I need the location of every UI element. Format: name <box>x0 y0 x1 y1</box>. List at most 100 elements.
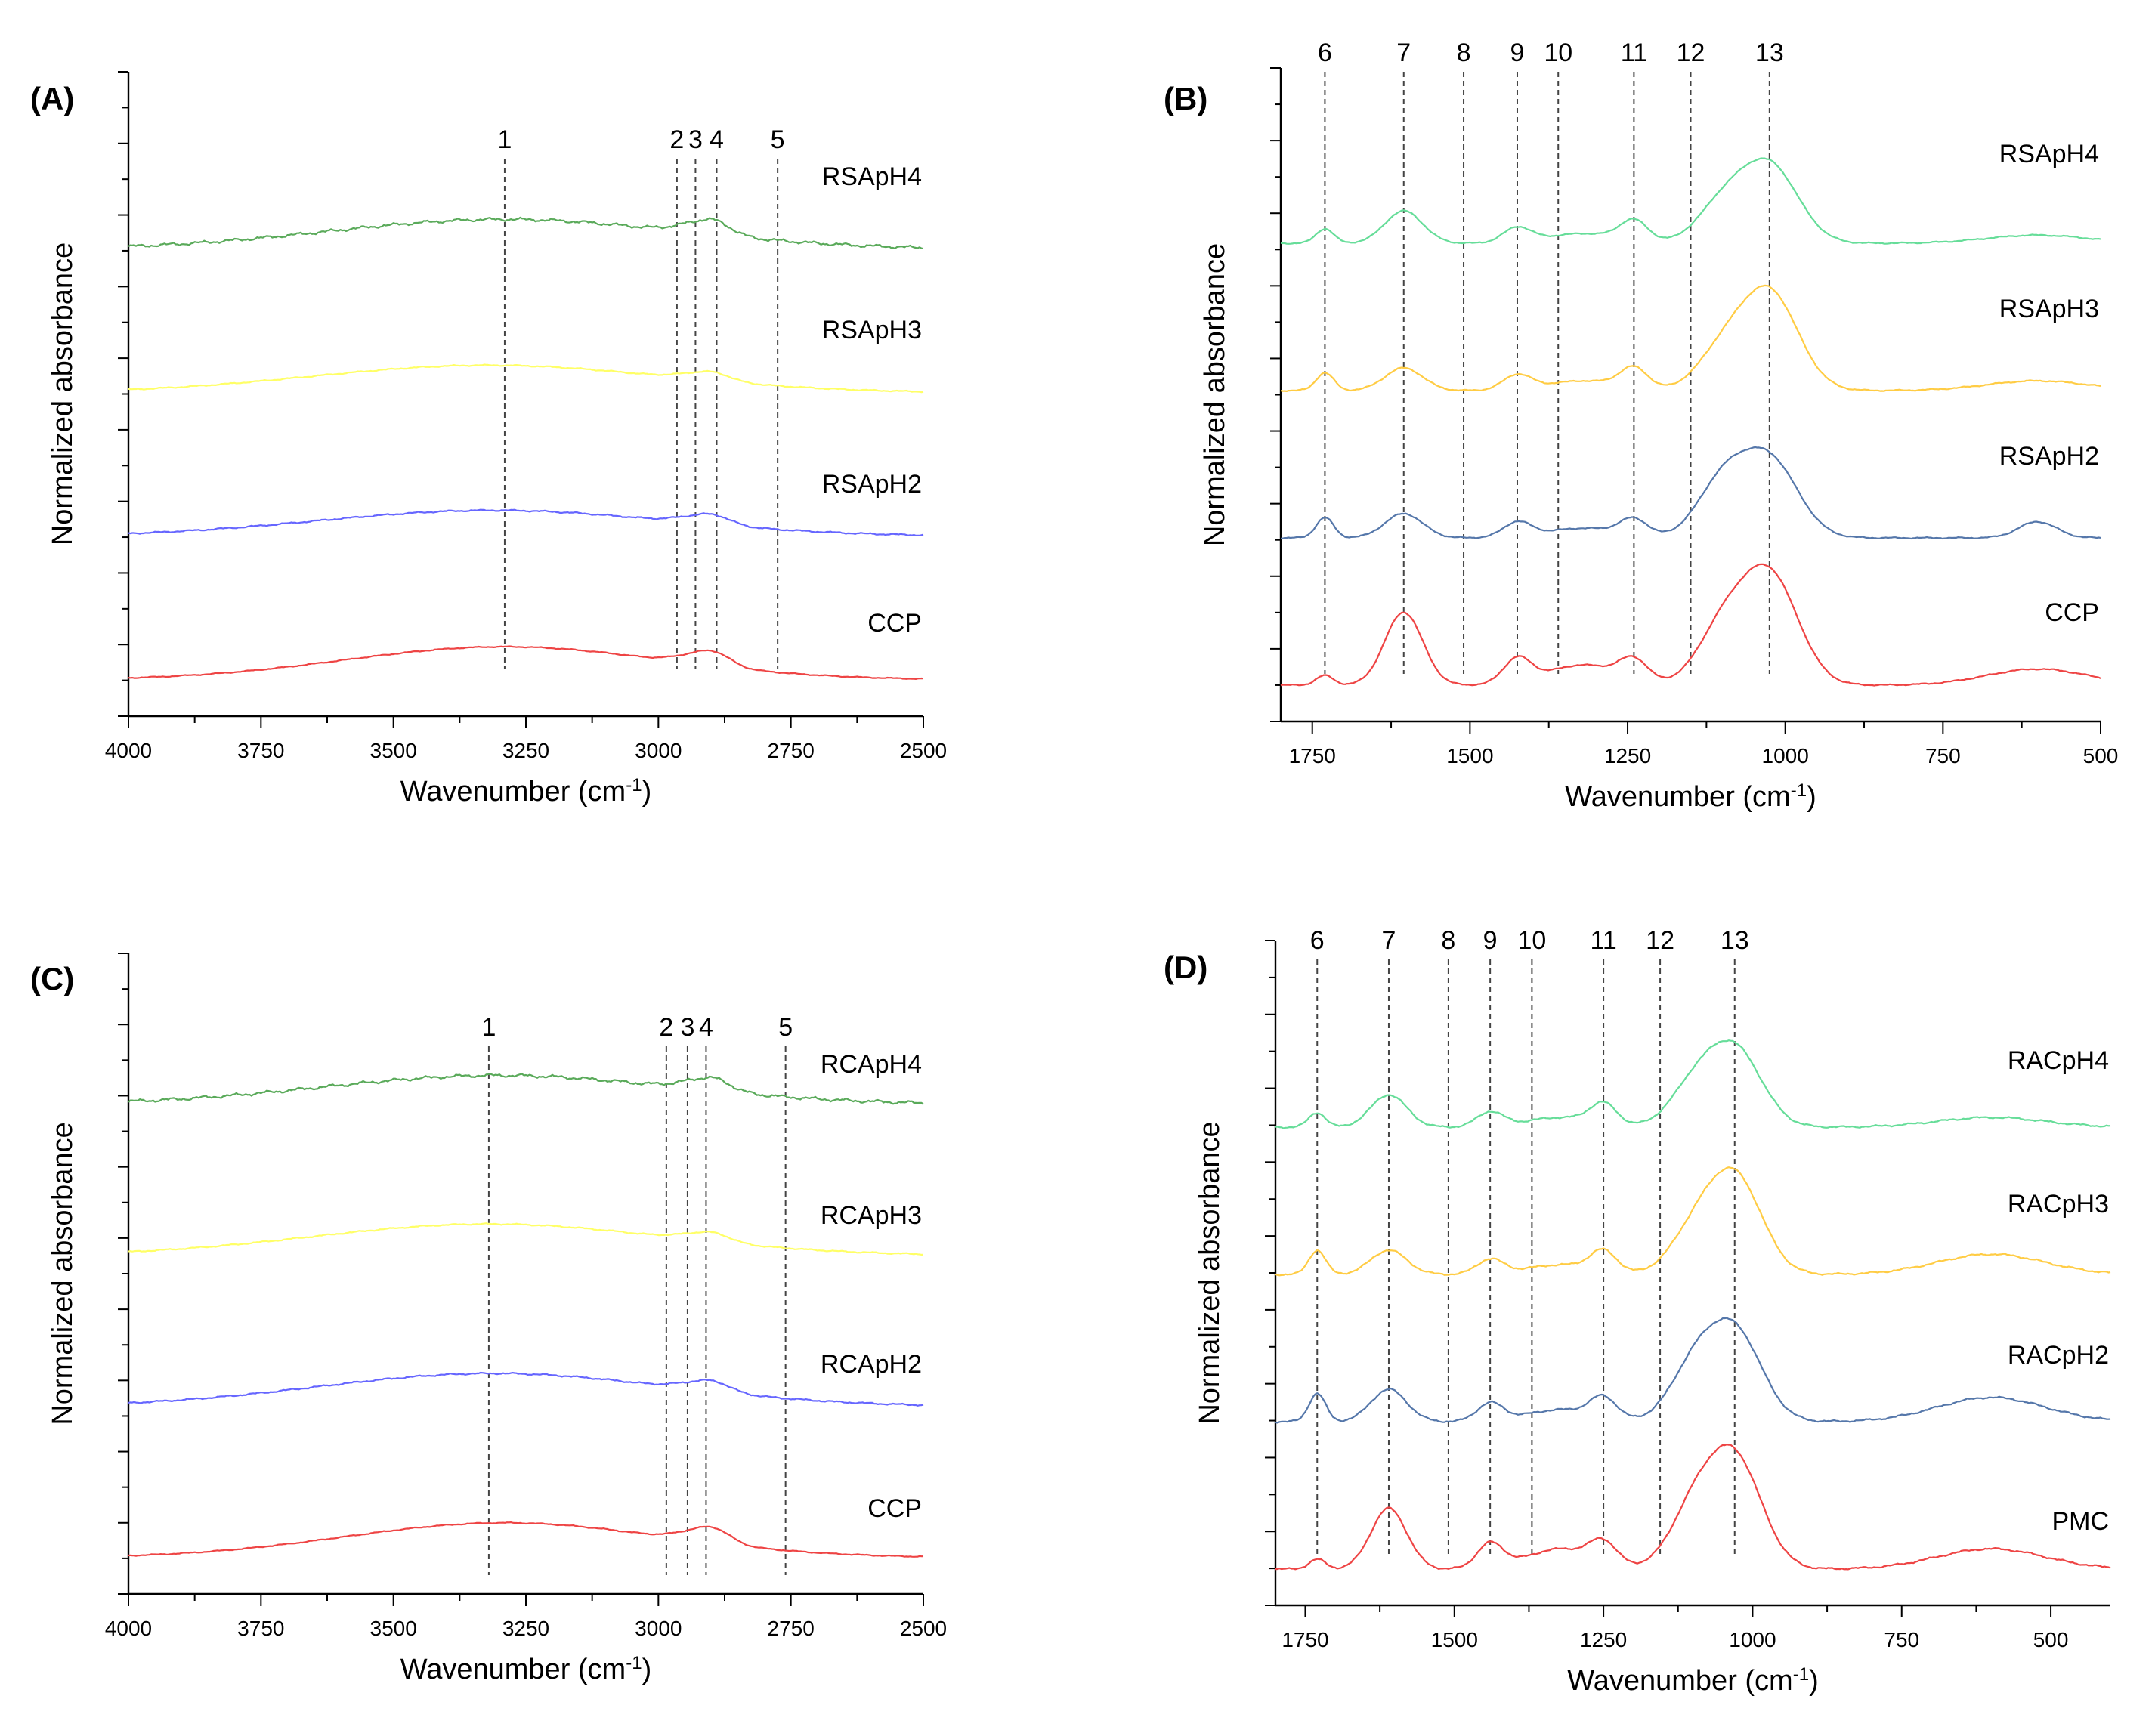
series-label-rcaph4: RCApH4 <box>821 1050 922 1079</box>
marker-label-5: 5 <box>778 1013 793 1042</box>
series-label-rsaph4: RSApH4 <box>1999 140 2099 168</box>
series-line-ccp <box>128 645 924 680</box>
x-tick-label: 500 <box>2033 1628 2069 1651</box>
marker-label-1: 1 <box>497 125 512 154</box>
x-axis-label: Wavenumber (cm-1) <box>400 1653 651 1686</box>
series-line-racph2 <box>1275 1317 2111 1424</box>
x-tick-label: 4000 <box>105 739 152 762</box>
marker-label-8: 8 <box>1457 39 1471 67</box>
x-tick-label: 1250 <box>1580 1628 1627 1651</box>
x-axis-label: Wavenumber (cm-1) <box>1567 1664 1818 1697</box>
marker-label-5: 5 <box>771 125 785 154</box>
series-line-rsaph4 <box>1280 157 2101 245</box>
x-tick-label: 3250 <box>502 1617 549 1640</box>
x-tick-label: 1500 <box>1431 1628 1478 1651</box>
x-tick-label: 3500 <box>370 1617 417 1640</box>
x-tick-label: 2750 <box>768 1617 815 1640</box>
series-label-ccp: CCP <box>867 1494 922 1523</box>
marker-label-1: 1 <box>481 1013 496 1042</box>
x-axis-label: Wavenumber (cm-1) <box>1565 780 1816 814</box>
marker-label-13: 13 <box>1755 39 1784 67</box>
series-label-racph2: RACpH2 <box>2008 1341 2109 1370</box>
panel-a: 4000 3750 3500 3250 3000 2750 2500 Wavenumber (… <box>30 71 947 808</box>
x-tick-label: 1000 <box>1762 744 1809 768</box>
panel-b: 1750 1500 1250 1000 750 500 Wavenumber (cm-1) N… <box>1164 39 2118 813</box>
marker-label-11: 11 <box>1621 39 1647 67</box>
series-label-rcaph2: RCApH2 <box>821 1350 922 1379</box>
x-tick-label: 1500 <box>1446 744 1493 768</box>
series-label-rsaph3: RSApH3 <box>1999 295 2099 323</box>
series-line-ccp <box>1280 563 2101 687</box>
marker-label-6: 6 <box>1318 39 1332 67</box>
marker-label-4: 4 <box>710 125 724 154</box>
series-line-racph3 <box>1275 1166 2111 1277</box>
panel-label: (D) <box>1164 950 1207 985</box>
y-axis-label: Normalized absorbance <box>1199 243 1231 546</box>
x-tick-label: 1250 <box>1604 744 1651 768</box>
series-label-ccp: CCP <box>2045 598 2099 627</box>
series-line-rsaph2 <box>1280 446 2101 540</box>
panel-label: (A) <box>30 81 74 116</box>
series-line-rsaph3 <box>1280 284 2101 392</box>
series-label-racph3: RACpH3 <box>2008 1190 2109 1219</box>
series-line-rsaph4 <box>128 216 924 249</box>
y-axis-label: Normalized absorbance <box>47 242 79 545</box>
x-tick-label: 1750 <box>1282 1628 1328 1651</box>
series-label-rsaph2: RSApH2 <box>1999 442 2099 471</box>
x-tick-label: 1750 <box>1289 744 1336 768</box>
marker-label-13: 13 <box>1721 926 1749 955</box>
marker-label-7: 7 <box>1382 926 1396 955</box>
x-tick-label: 2500 <box>900 739 947 762</box>
x-tick-label: 500 <box>2083 744 2119 768</box>
marker-label-4: 4 <box>699 1013 713 1042</box>
series-label-rsaph4: RSApH4 <box>822 162 922 191</box>
series-label-rsaph3: RSApH3 <box>822 316 922 344</box>
series-label-rsaph2: RSApH2 <box>822 470 922 499</box>
x-tick-label: 3750 <box>237 739 284 762</box>
x-tick-label: 3250 <box>502 739 549 762</box>
marker-label-6: 6 <box>1310 926 1325 955</box>
y-axis-label: Normalized absorbance <box>47 1122 79 1425</box>
series-label-racph4: RACpH4 <box>2008 1046 2109 1075</box>
x-tick-label: 3500 <box>370 739 417 762</box>
marker-label-11: 11 <box>1590 926 1616 955</box>
x-tick-label: 750 <box>1925 744 1961 768</box>
x-tick-label: 3750 <box>237 1617 284 1640</box>
marker-label-12: 12 <box>1677 39 1705 67</box>
x-axis-label: Wavenumber (cm-1) <box>400 775 651 808</box>
marker-label-3: 3 <box>680 1013 694 1042</box>
series-label-ccp: CCP <box>867 609 922 638</box>
marker-label-9: 9 <box>1483 926 1498 955</box>
x-tick-label: 2750 <box>768 739 815 762</box>
marker-label-2: 2 <box>659 1013 673 1042</box>
marker-label-10: 10 <box>1544 39 1572 67</box>
series-line-rcaph3 <box>128 1222 923 1256</box>
marker-label-10: 10 <box>1517 926 1546 955</box>
panel-label: (B) <box>1164 81 1207 116</box>
x-tick-label: 1000 <box>1729 1628 1776 1651</box>
marker-label-12: 12 <box>1646 926 1674 955</box>
series-line-pmc <box>1275 1444 2111 1571</box>
series-label-rcaph3: RCApH3 <box>821 1201 922 1230</box>
marker-label-7: 7 <box>1396 39 1411 67</box>
series-line-ccp <box>128 1521 924 1558</box>
x-tick-label: 3000 <box>635 1617 682 1640</box>
series-line-rsaph3 <box>128 363 924 394</box>
x-tick-label: 4000 <box>105 1617 152 1640</box>
series-line-rcaph2 <box>128 1371 924 1407</box>
x-tick-label: 3000 <box>635 739 682 762</box>
panel-d: 1750 1500 1250 1000 750 500 Wavenumber (cm-1) N… <box>1164 926 2111 1697</box>
series-line-racph4 <box>1275 1039 2111 1129</box>
marker-label-3: 3 <box>688 125 703 154</box>
panel-label: (C) <box>30 961 74 996</box>
series-label-pmc: PMC <box>2051 1507 2109 1536</box>
series-line-rsaph2 <box>128 508 924 536</box>
marker-label-9: 9 <box>1510 39 1525 67</box>
x-tick-label: 2500 <box>900 1617 947 1640</box>
x-tick-label: 750 <box>1884 1628 1919 1651</box>
y-axis-label: Normalized absorbance <box>1194 1121 1226 1424</box>
marker-label-8: 8 <box>1441 926 1455 955</box>
series-line-rcaph4 <box>128 1073 924 1105</box>
marker-label-2: 2 <box>669 125 684 154</box>
